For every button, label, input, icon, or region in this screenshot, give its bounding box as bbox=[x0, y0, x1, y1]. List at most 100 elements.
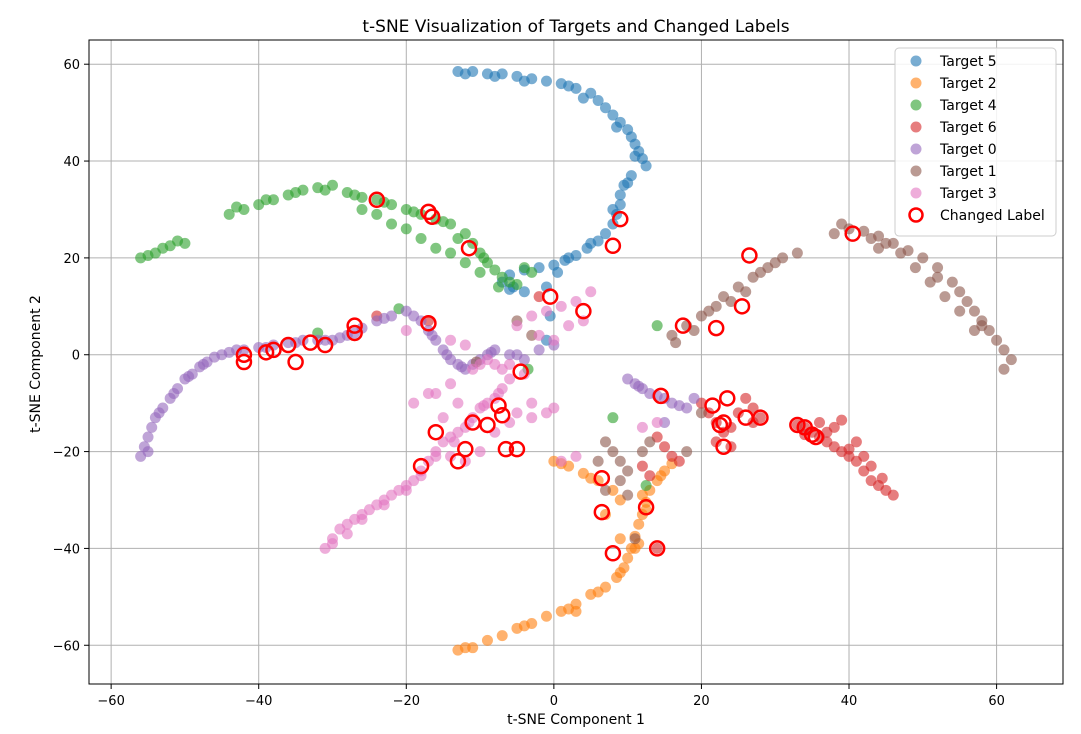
target-6-point bbox=[636, 460, 648, 472]
target-1-point bbox=[703, 305, 715, 317]
y-tick-label: −20 bbox=[53, 446, 80, 461]
target-1-point bbox=[932, 271, 944, 283]
changed-label-point bbox=[707, 319, 725, 337]
target-1-point bbox=[600, 484, 612, 496]
changed-label-point bbox=[412, 457, 430, 475]
legend-label-target-3: Target 3 bbox=[939, 186, 997, 202]
changed-label-point bbox=[265, 341, 282, 359]
target-3-point bbox=[511, 320, 523, 332]
target-1-point bbox=[754, 266, 766, 278]
changed-label-point bbox=[257, 344, 275, 361]
target-4-point bbox=[179, 237, 191, 249]
plot-frame bbox=[88, 39, 1064, 685]
legend-marker-target-1 bbox=[910, 165, 922, 177]
target-6-point bbox=[747, 402, 759, 414]
legend-label-changed-label: Changed Label bbox=[940, 208, 1045, 224]
changed-label-point bbox=[604, 237, 622, 255]
target-5-point bbox=[600, 102, 612, 114]
legend-label-target-5: Target 5 bbox=[939, 54, 997, 70]
target-3-point bbox=[378, 499, 390, 511]
target-0-point bbox=[511, 349, 523, 361]
changed-label-point bbox=[715, 414, 732, 431]
target-3-point bbox=[437, 412, 449, 424]
target-3-point bbox=[400, 325, 412, 337]
target-1-point bbox=[858, 225, 870, 237]
target-5-point bbox=[629, 150, 641, 162]
target-3-point bbox=[511, 407, 523, 419]
target-1-point bbox=[622, 465, 634, 477]
target-3-point bbox=[651, 417, 663, 429]
target-6-point bbox=[651, 542, 663, 554]
changed-label-point bbox=[715, 438, 732, 455]
changed-label-point bbox=[493, 407, 511, 424]
target-0-point bbox=[334, 332, 346, 344]
target-2-point bbox=[622, 552, 634, 564]
legend-box bbox=[894, 47, 1057, 237]
target-4-point bbox=[231, 201, 243, 213]
target-2-point bbox=[614, 567, 626, 579]
target-4-point bbox=[371, 208, 383, 220]
changed-label-point bbox=[807, 428, 825, 446]
target-6-point bbox=[644, 470, 656, 482]
target-3-point bbox=[493, 387, 505, 399]
target-4-point bbox=[493, 281, 505, 293]
legend-marker-target-2 bbox=[910, 77, 922, 89]
target-1-point bbox=[917, 252, 929, 264]
target-1-point bbox=[961, 295, 973, 307]
legend-label-target-4: Target 4 bbox=[939, 98, 997, 114]
changed-label-point bbox=[674, 317, 692, 334]
changed-label-point bbox=[512, 363, 529, 380]
target-3-point bbox=[555, 455, 567, 467]
target-0-point bbox=[633, 380, 645, 392]
target-3-point bbox=[526, 310, 538, 322]
target-3-point bbox=[548, 334, 560, 346]
target-5-point bbox=[577, 92, 589, 104]
target-5-point bbox=[552, 266, 564, 278]
changed-label-point bbox=[279, 336, 297, 354]
target-2-point bbox=[633, 518, 645, 530]
target-2-point bbox=[614, 533, 626, 545]
target-6-point bbox=[732, 407, 744, 419]
changed-label-point bbox=[427, 423, 445, 441]
target-1-point bbox=[592, 455, 604, 467]
target-3-point bbox=[570, 295, 582, 307]
changed-label-point bbox=[368, 191, 386, 209]
target-3-point bbox=[327, 538, 338, 550]
target-2-point bbox=[636, 489, 648, 501]
target-4-point bbox=[437, 216, 449, 228]
target-5-point bbox=[607, 109, 619, 121]
changed-label-point bbox=[316, 336, 334, 354]
target-0-point bbox=[456, 361, 468, 373]
target-3-point bbox=[585, 286, 597, 298]
target-3-point bbox=[478, 400, 490, 412]
target-3-point bbox=[526, 397, 538, 409]
target-3-point bbox=[474, 446, 486, 458]
target-1-point bbox=[991, 334, 1003, 346]
x-tick-label: 60 bbox=[988, 694, 1005, 709]
y-tick-label: 60 bbox=[63, 58, 80, 73]
target-3-point bbox=[570, 450, 582, 462]
target-3-point bbox=[448, 436, 460, 448]
target-1-point bbox=[998, 344, 1010, 356]
changed-label-point bbox=[235, 353, 253, 371]
target-5-point bbox=[592, 95, 604, 107]
target-1-point bbox=[681, 446, 693, 458]
target-3-point bbox=[459, 339, 471, 351]
target-0-point bbox=[426, 329, 438, 341]
changed-label-point bbox=[612, 210, 629, 228]
target-5-point bbox=[563, 80, 575, 92]
target-5-point bbox=[518, 75, 530, 87]
changed-label-point bbox=[490, 397, 507, 414]
target-4-point bbox=[349, 189, 361, 201]
changed-label-point bbox=[479, 416, 496, 434]
target-4-point bbox=[607, 412, 619, 424]
x-tick-label: −40 bbox=[245, 694, 272, 709]
target-6-point bbox=[876, 472, 888, 484]
changed-label-point bbox=[497, 440, 515, 458]
target-3-point bbox=[445, 334, 457, 346]
target-5-point bbox=[459, 68, 471, 80]
target-5-point bbox=[622, 177, 634, 189]
changed-label-point bbox=[235, 346, 253, 363]
changed-label-point bbox=[741, 247, 758, 264]
